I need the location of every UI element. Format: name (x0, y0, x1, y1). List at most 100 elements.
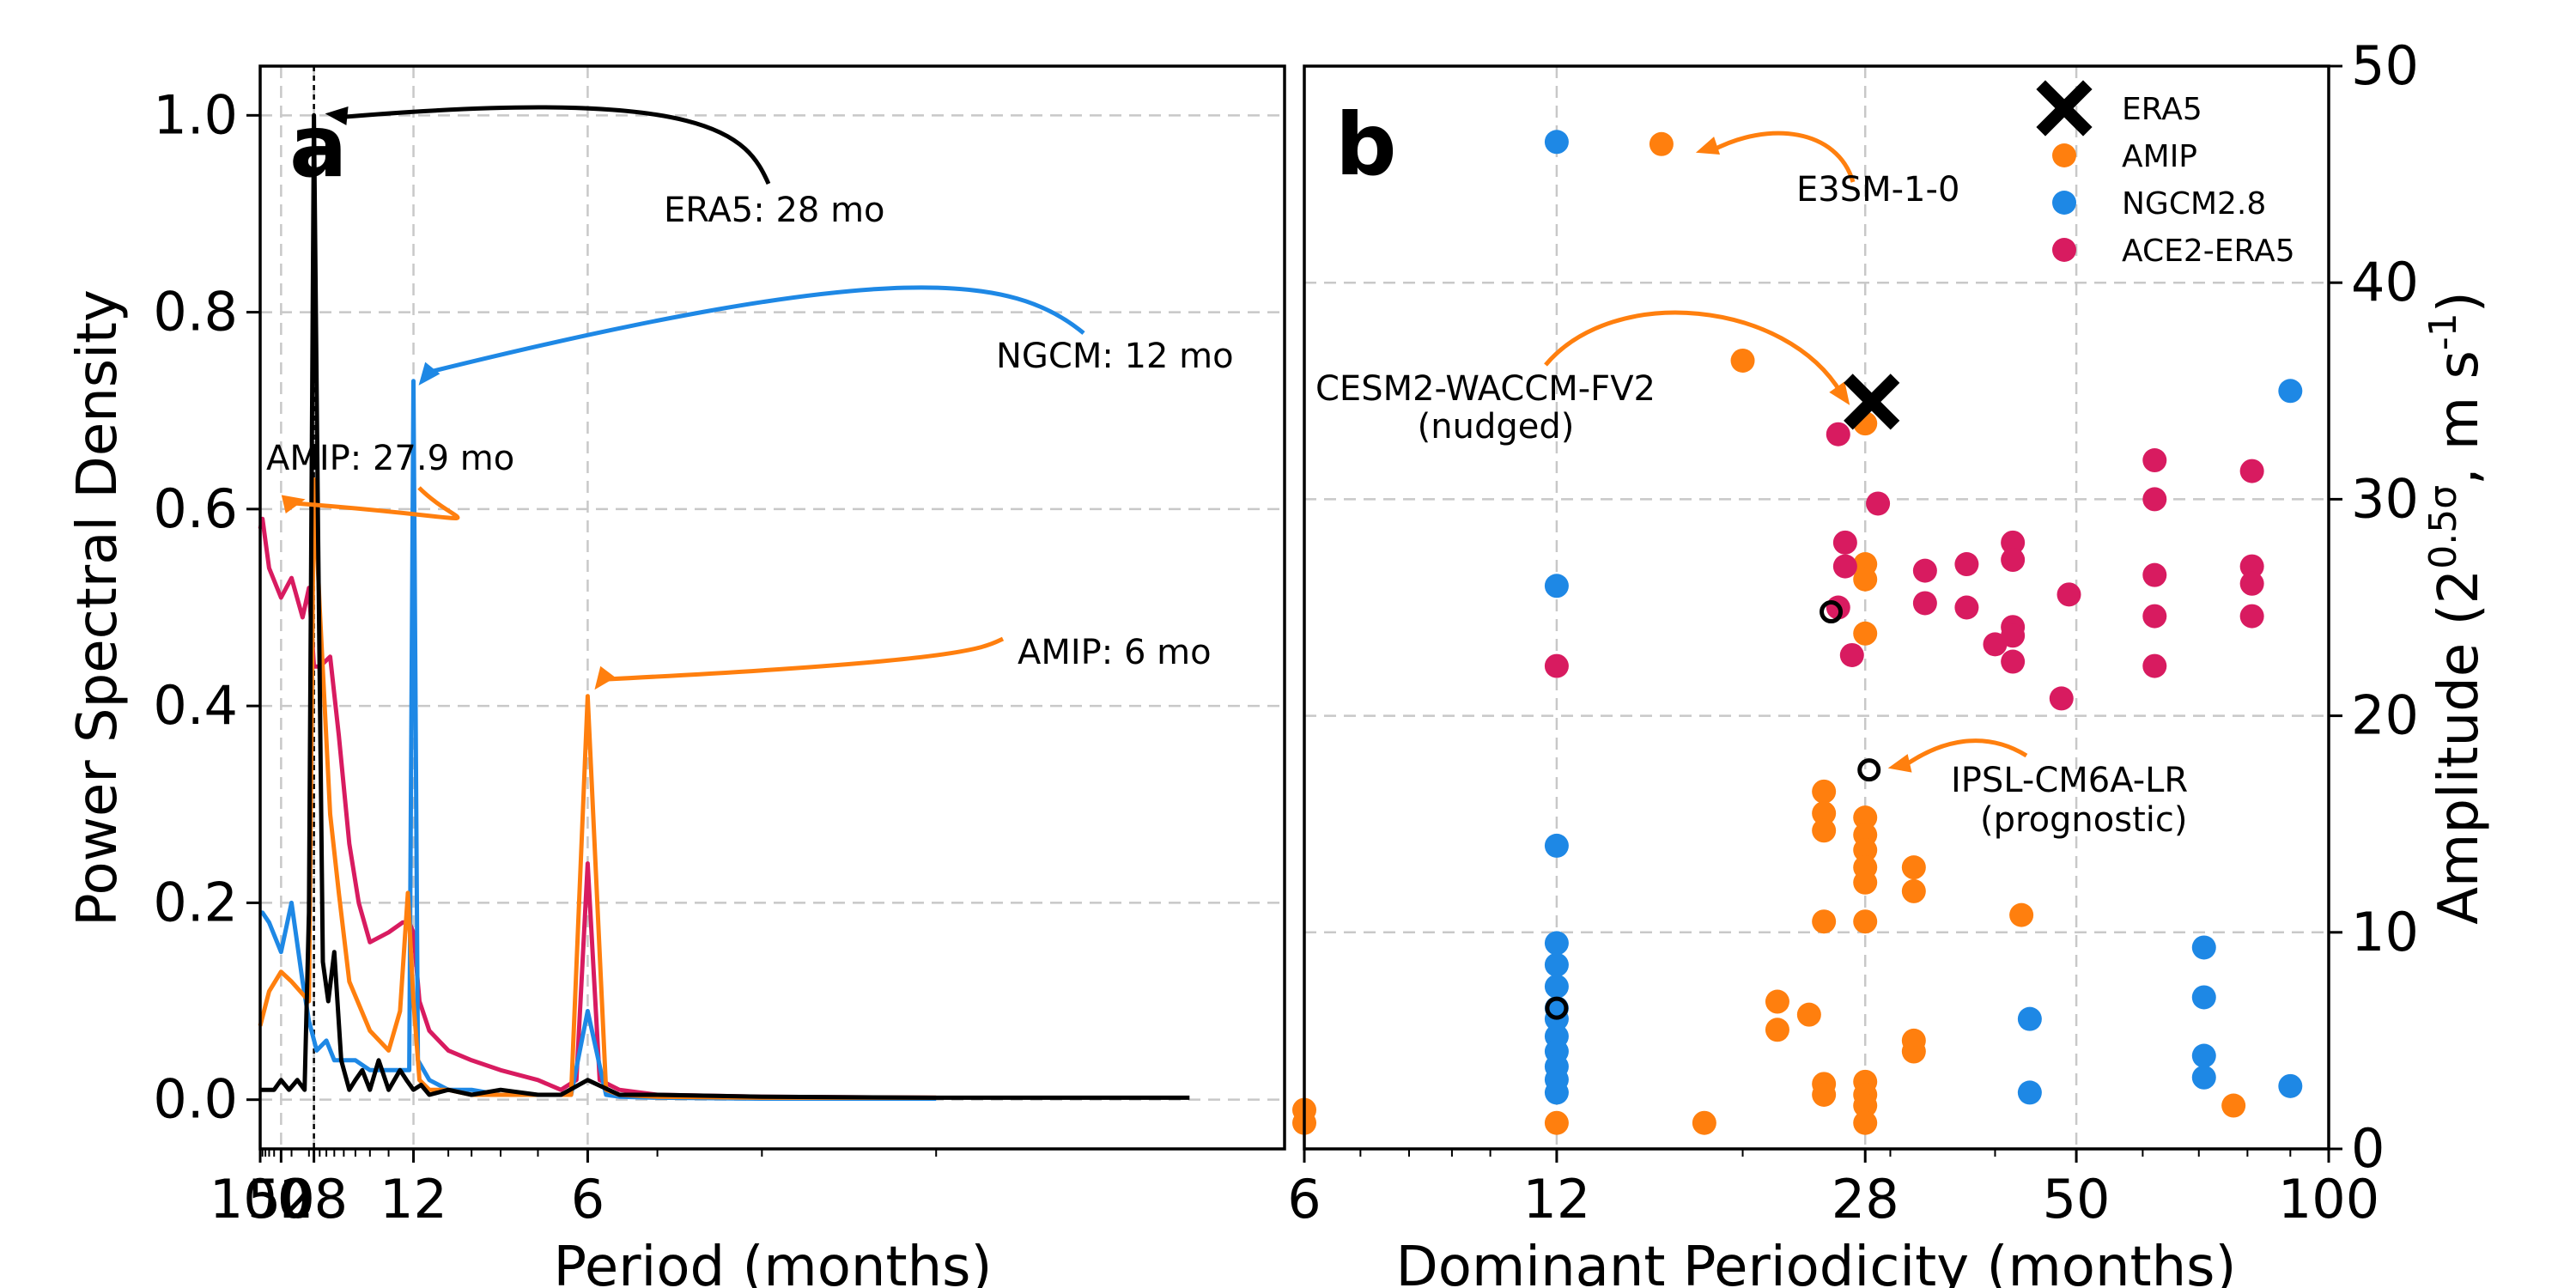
highlighted-point-ring (1545, 996, 1569, 1020)
panel-a-ytick-label: 1.0 (153, 83, 238, 146)
scatter-point-ngcm (2191, 1043, 2216, 1068)
era5-annotation-label: ERA5: 28 mo (664, 191, 885, 230)
scatter-point-amip (1796, 1002, 1821, 1027)
panel-b-label: b (1335, 94, 1397, 195)
panel-a-xtick-label: 28 (280, 1168, 348, 1230)
legend-marker-ngcm (2052, 191, 2076, 215)
era5-annotation-arrowhead (325, 106, 349, 125)
scatter-point-ace2 (1912, 591, 1937, 616)
scatter-point-ace2 (1839, 642, 1864, 667)
ngcm-annotation-label: NGCM: 12 mo (996, 337, 1234, 376)
panel-a-ytick-label: 0.2 (153, 871, 238, 933)
scatter-point-amip (1812, 818, 1837, 843)
scatter-point-amip (1853, 909, 1878, 934)
panel-b-ytick-label: 30 (2351, 467, 2419, 530)
panel-b-ytick-label: 50 (2351, 34, 2419, 97)
scatter-point-ace2 (1826, 422, 1850, 447)
panel-b-xtick-label: 12 (1522, 1168, 1590, 1230)
scatter-point-amip (1730, 348, 1755, 373)
scatter-point-amip (1649, 131, 1674, 156)
scatter-point-ace2 (2142, 653, 2167, 678)
ngcm-annotation-arrowhead (418, 361, 440, 386)
panel-a-xtick-label: 100 (210, 1168, 311, 1230)
amip6-annotation-label: AMIP: 6 mo (1018, 633, 1212, 672)
panel-a-series (258, 112, 1190, 1101)
legend-marker-ace2 (2052, 238, 2076, 262)
scatter-point-ace2 (2239, 554, 2264, 579)
scatter-point-amip (1853, 837, 1878, 862)
panel-b-scatter-chart: E3SM-1-0 CESM2-WACCM-FV2(nudged) IPSL-CM6A… (1287, 34, 2491, 1288)
legend-label-era5: ERA5 (2122, 92, 2202, 127)
amip28-annotation-arrow (286, 486, 460, 521)
e3sm-annotation-arrow (1710, 131, 1856, 183)
scatter-point-amip (1901, 878, 1926, 903)
scatter-point-amip (1853, 567, 1878, 592)
scatter-point-era5 (1844, 374, 1900, 430)
scatter-point-amip (1853, 621, 1878, 646)
legend-label-ace2: ACE2-ERA5 (2122, 234, 2295, 269)
panel-b-annotations: E3SM-1-0 CESM2-WACCM-FV2(nudged) IPSL-CM6A… (1315, 131, 2188, 840)
panel-a-ytick-label: 0.4 (153, 674, 238, 737)
panel-a-xtick-label: 50 (247, 1168, 315, 1230)
scatter-point-ngcm (1544, 974, 1569, 999)
panel-b-ytick-label: 0 (2351, 1117, 2385, 1180)
scatter-point-ace2 (1832, 530, 1857, 555)
ngcm-annotation-arrow (429, 285, 1085, 374)
scatter-point-ace2 (2057, 582, 2081, 607)
panel-a-ytick-label: 0.8 (153, 281, 238, 343)
ipsl-annotation-arrowhead (1887, 754, 1912, 773)
scatter-point-ngcm (1544, 931, 1569, 956)
scatter-point-ace2 (2001, 623, 2026, 648)
panel-b-xtick-label: 50 (2043, 1168, 2111, 1230)
panel-b-xtick-label: 28 (1832, 1168, 1899, 1230)
legend-marker-era5 (2036, 80, 2093, 137)
panel-b-legend: ERA5 AMIP NGCM2.8 ACE2-ERA5 (2036, 80, 2295, 269)
scatter-point-ace2 (2142, 562, 2167, 587)
psd-line-era5 (260, 112, 1190, 1100)
scatter-point-amip (1544, 1110, 1569, 1135)
panel-b-points (1292, 130, 2303, 1135)
scatter-point-ace2 (2001, 530, 2026, 555)
scatter-point-ace2 (2142, 487, 2167, 512)
scatter-point-ngcm (1544, 833, 1569, 858)
scatter-point-ace2 (2001, 548, 2026, 573)
panel-a-xlabel: Period (months) (554, 1236, 993, 1288)
scatter-point-ngcm (1544, 574, 1569, 598)
scatter-point-amip (1901, 855, 1926, 880)
cesm-annotation-arrowhead (1829, 381, 1850, 405)
scatter-point-ngcm (2017, 1080, 2042, 1105)
scatter-point-ace2 (1983, 632, 2008, 657)
scatter-point-ace2 (1954, 595, 1979, 620)
cesm-annotation-label-line1: CESM2-WACCM-FV2 (1315, 369, 1656, 409)
panel-b-xtick-label: 6 (1287, 1168, 1321, 1230)
cesm-annotation-arrow (1544, 310, 1844, 395)
amip28-annotation-label: AMIP: 27.9 mo (266, 439, 514, 478)
panel-b-ytick-label: 10 (2351, 901, 2419, 963)
scatter-point-ngcm (2017, 1006, 2042, 1031)
scatter-point-amip (2009, 902, 2034, 927)
highlighted-point-ring (1857, 758, 1881, 782)
panel-b-ytick-label: 20 (2351, 684, 2419, 747)
scatter-point-ace2 (1544, 653, 1569, 678)
scatter-point-amip (1853, 870, 1878, 895)
scatter-point-amip (1853, 1110, 1878, 1135)
scatter-point-ngcm (1544, 1080, 1569, 1105)
scatter-point-amip (1692, 1110, 1716, 1135)
scatter-point-ace2 (1912, 558, 1937, 583)
era5-annotation-arrow (342, 105, 771, 185)
panel-b-ytick-label: 40 (2351, 251, 2419, 313)
scatter-point-amip (1812, 779, 1837, 804)
e3sm-annotation-arrowhead (1695, 137, 1721, 155)
scatter-point-ace2 (1866, 491, 1891, 516)
scatter-point-amip (2221, 1093, 2246, 1118)
panel-a-frame (258, 64, 1286, 1151)
amip28-annotation-arrowhead (281, 495, 306, 513)
panel-b-ylabel: Amplitude (20.5σ, m s-1) (2421, 291, 2492, 924)
highlighted-point-ring (1820, 600, 1844, 624)
cesm-annotation-label-line2: (nudged) (1418, 407, 1575, 447)
panel-a-xtick-label: 6 (571, 1168, 605, 1230)
scatter-point-ace2 (2049, 686, 2074, 711)
